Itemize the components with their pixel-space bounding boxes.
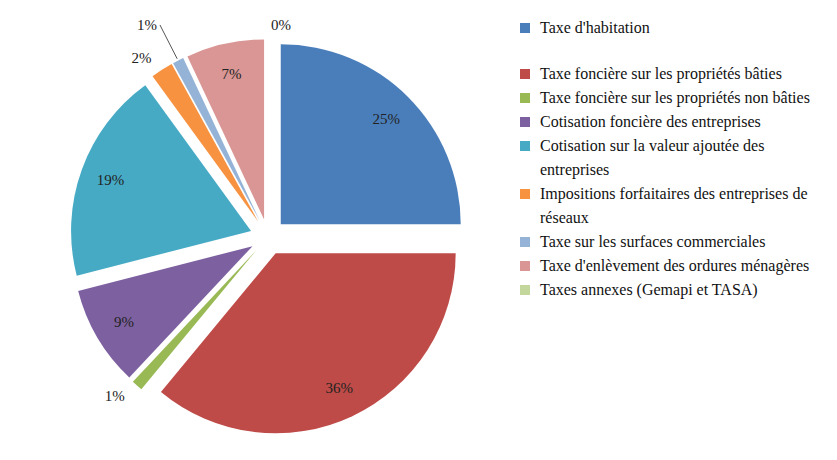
svg-text:0%: 0% [271, 17, 291, 33]
svg-text:1%: 1% [105, 388, 125, 404]
html-text:Taxes annexes (Gemapi et TASA): Taxes annexes (Gemapi et TASA) [540, 281, 758, 298]
html-text:Impositions forfaitaires des e: Impositions forfaitaires des entreprises… [540, 185, 808, 226]
html-text:Cotisation sur la valeur ajout: Cotisation sur la valeur ajoutée des ent… [540, 137, 765, 178]
svg-text:1%: 1% [137, 17, 157, 33]
html-text:Taxe foncière sur les propriét: Taxe foncière sur les propriétés non bât… [540, 89, 810, 106]
svg-text:9%: 9% [114, 314, 134, 330]
html-text:Taxe d'enlèvement des ordures: Taxe d'enlèvement des ordures ménagères [540, 257, 810, 274]
svg-text:25%: 25% [373, 111, 401, 127]
svg-text:7%: 7% [221, 66, 241, 82]
html-text:Taxe d'habitation: Taxe d'habitation [540, 19, 650, 36]
svg-text:2%: 2% [131, 50, 151, 66]
html-text:Cotisation foncière des entrep: Cotisation foncière des entreprises [540, 113, 761, 130]
svg-text:19%: 19% [97, 172, 125, 188]
html-text:Taxe foncière sur les propriét: Taxe foncière sur les propriétés bâties [540, 65, 782, 82]
svg-text:36%: 36% [326, 380, 354, 396]
html-text:Taxe sur les surfaces commerci: Taxe sur les surfaces commerciales [540, 233, 766, 250]
